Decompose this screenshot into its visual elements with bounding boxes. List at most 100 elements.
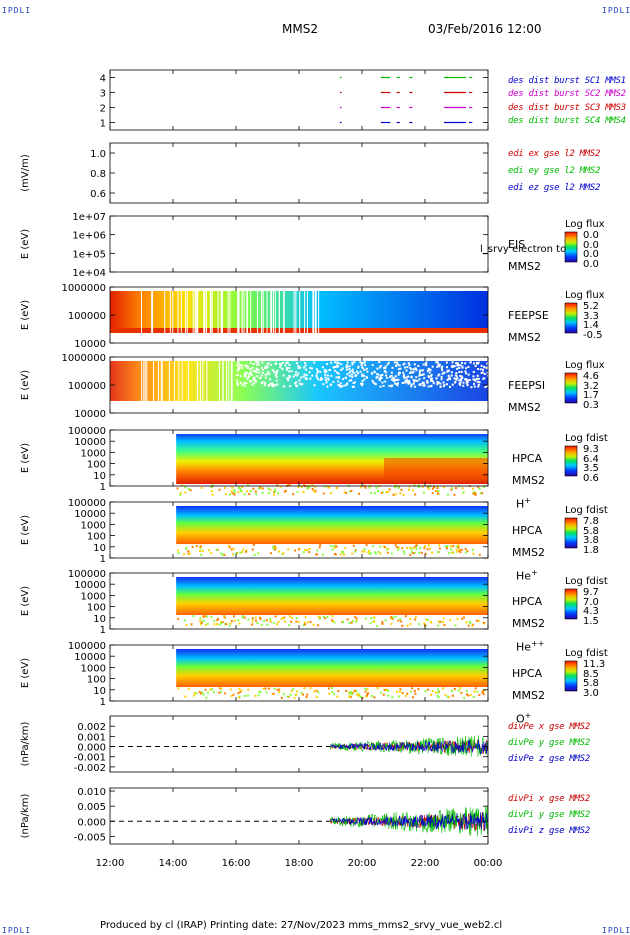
sparse-pixel bbox=[384, 374, 387, 377]
sparse-pixel bbox=[305, 374, 308, 377]
sparse-pixel bbox=[428, 371, 431, 374]
sparse-pixel bbox=[381, 491, 384, 494]
sparse-pixel bbox=[424, 552, 427, 555]
sparse-pixel bbox=[364, 364, 367, 367]
sparse-pixel bbox=[217, 617, 220, 620]
sparse-pixel bbox=[421, 485, 424, 488]
sparse-pixel bbox=[341, 550, 344, 553]
sparse-pixel bbox=[195, 692, 198, 695]
sparse-pixel bbox=[313, 491, 316, 494]
ytick-label: 1e+04 bbox=[72, 268, 106, 279]
sparse-pixel bbox=[257, 368, 260, 371]
sparse-pixel bbox=[402, 374, 405, 377]
sparse-pixel bbox=[348, 367, 351, 370]
sparse-pixel bbox=[345, 368, 348, 371]
sparse-pixel bbox=[252, 362, 255, 365]
sparse-pixel bbox=[278, 362, 281, 365]
sparse-pixel bbox=[459, 383, 462, 386]
sparse-pixel bbox=[340, 368, 343, 371]
sparse-pixel bbox=[348, 371, 351, 374]
sparse-pixel bbox=[381, 373, 384, 376]
ylabel: (nPa/km) bbox=[20, 794, 31, 839]
sparse-pixel bbox=[418, 551, 421, 554]
sparse-pixel bbox=[387, 547, 390, 550]
colorbar-value: 3.5 bbox=[583, 463, 599, 474]
sparse-pixel bbox=[346, 618, 349, 621]
sparse-pixel bbox=[237, 619, 240, 622]
colorbar-value: 4.6 bbox=[583, 371, 599, 382]
sparse-pixel bbox=[484, 386, 487, 389]
sparse-pixel bbox=[309, 687, 312, 690]
sparse-pixel bbox=[479, 368, 482, 371]
sparse-pixel bbox=[351, 692, 354, 695]
sparse-pixel bbox=[443, 624, 446, 627]
sparse-pixel bbox=[455, 545, 458, 548]
sparse-pixel bbox=[275, 362, 278, 365]
sparse-pixel bbox=[253, 376, 256, 379]
sparse-pixel bbox=[469, 694, 472, 697]
sparse-pixel bbox=[371, 364, 374, 367]
sparse-pixel bbox=[439, 385, 442, 388]
sparse-pixel bbox=[215, 548, 218, 551]
sparse-pixel bbox=[394, 615, 397, 618]
sparse-pixel bbox=[236, 364, 239, 367]
sparse-pixel bbox=[353, 616, 356, 619]
sparse-pixel bbox=[394, 486, 397, 489]
ytick-label: 1e+06 bbox=[72, 231, 106, 242]
sparse-pixel bbox=[417, 688, 420, 691]
sparse-pixel bbox=[259, 376, 262, 379]
sparse-pixel bbox=[302, 491, 305, 494]
sparse-pixel bbox=[470, 386, 473, 389]
sparse-pixel bbox=[460, 548, 463, 551]
sparse-pixel bbox=[254, 370, 257, 373]
datetime-title: 03/Feb/2016 12:00 bbox=[428, 22, 542, 36]
sparse-pixel bbox=[389, 617, 392, 620]
ytick-label: 0.000 bbox=[77, 743, 106, 754]
sparse-pixel bbox=[426, 370, 429, 373]
sparse-pixel bbox=[400, 488, 403, 491]
ytick-label: 1 bbox=[100, 119, 106, 130]
sparse-pixel bbox=[259, 617, 262, 620]
sparse-pixel bbox=[304, 616, 307, 619]
sparse-pixel bbox=[212, 691, 215, 694]
spectrogram-fill bbox=[110, 291, 488, 331]
sparse-pixel bbox=[361, 550, 364, 553]
sparse-pixel bbox=[289, 385, 292, 388]
sparse-pixel bbox=[233, 619, 236, 622]
sparse-pixel bbox=[378, 378, 381, 381]
sparse-pixel bbox=[413, 363, 416, 366]
sparse-pixel bbox=[337, 380, 340, 383]
sparse-pixel bbox=[295, 617, 298, 620]
sparse-pixel bbox=[195, 545, 198, 548]
sparse-pixel bbox=[293, 696, 296, 699]
sparse-pixel bbox=[328, 369, 331, 372]
sparse-pixel bbox=[211, 484, 214, 487]
sparse-pixel bbox=[219, 621, 222, 624]
sparse-pixel bbox=[282, 552, 285, 555]
sparse-pixel bbox=[247, 376, 250, 379]
sparse-pixel bbox=[280, 696, 283, 699]
sparse-pixel bbox=[441, 365, 444, 368]
sparse-pixel bbox=[318, 546, 321, 549]
sparse-pixel bbox=[437, 374, 440, 377]
xtick-label: 00:00 bbox=[474, 858, 503, 869]
sparse-pixel bbox=[245, 382, 248, 385]
sparse-pixel bbox=[462, 491, 465, 494]
sparse-pixel bbox=[465, 693, 468, 696]
sparse-pixel bbox=[255, 493, 258, 496]
sparse-pixel bbox=[304, 623, 307, 626]
sparse-pixel bbox=[341, 367, 344, 370]
sparse-pixel bbox=[436, 361, 439, 364]
sparse-pixel bbox=[450, 371, 453, 374]
sparse-pixel bbox=[399, 688, 402, 691]
sparse-pixel bbox=[440, 369, 443, 372]
ylabel: (mV/m) bbox=[20, 154, 31, 192]
sparse-pixel bbox=[339, 382, 342, 385]
sparse-pixel bbox=[211, 493, 214, 496]
sparse-pixel bbox=[359, 370, 362, 373]
sparse-pixel bbox=[419, 369, 422, 372]
sparse-pixel bbox=[466, 379, 469, 382]
sparse-pixel bbox=[357, 366, 360, 369]
sparse-pixel bbox=[259, 690, 262, 693]
sparse-pixel bbox=[267, 491, 270, 494]
